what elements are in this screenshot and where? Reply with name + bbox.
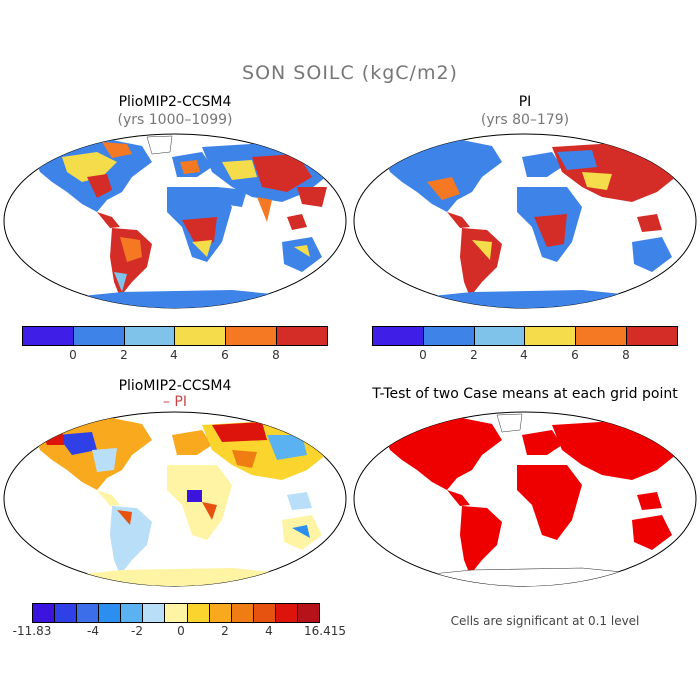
colorbar-swatch — [276, 327, 327, 345]
panel1-title: PlioMIP2-CCSM4 — [118, 94, 232, 110]
colorbar-swatch — [524, 327, 576, 345]
panel3-map — [3, 411, 347, 587]
colorbar-swatch — [473, 327, 525, 345]
colorbar-swatch — [23, 327, 73, 345]
colorbar-diff — [32, 603, 320, 623]
colorbar-swatch — [208, 604, 231, 622]
cbar2-label-0: 0 — [419, 348, 427, 362]
colorbar-swatch — [422, 327, 474, 345]
colorbar-swatch — [164, 604, 187, 622]
panel4-title: T-Test of two Case means at each grid po… — [372, 386, 678, 402]
cbar3-label-min: -11.83 — [12, 624, 52, 638]
colorbar-swatch — [373, 327, 423, 345]
cbar2-label-8: 8 — [622, 348, 630, 362]
colorbar-swatch — [123, 327, 175, 345]
panel2-title: PI — [518, 94, 532, 110]
panel1-map — [3, 133, 347, 309]
colorbar-top-left — [22, 326, 328, 346]
panel3-subtitle: – PI — [162, 394, 188, 410]
cbar1-label-6: 6 — [221, 348, 229, 362]
cbar1-label-0: 0 — [69, 348, 77, 362]
cbar2-label-4: 4 — [520, 348, 528, 362]
panel4-map — [353, 411, 697, 587]
colorbar-swatch — [626, 327, 677, 345]
australia — [282, 237, 322, 272]
colorbar-swatch — [142, 604, 165, 622]
panel3-title: PlioMIP2-CCSM4 — [118, 378, 232, 394]
panel2-map — [353, 133, 697, 309]
panel2-subtitle: (yrs 80–179) — [480, 112, 570, 128]
cbar1-label-2: 2 — [120, 348, 128, 362]
cbar2-label-6: 6 — [571, 348, 579, 362]
colorbar-swatch — [225, 327, 277, 345]
figure-title: SON SOILC (kgC/m2) — [242, 62, 458, 84]
colorbar-swatch — [76, 604, 99, 622]
colorbar-top-right — [372, 326, 678, 346]
colorbar-swatch — [274, 604, 297, 622]
cbar3-label-0: 0 — [177, 624, 185, 638]
cbar3-label-4: 4 — [265, 624, 273, 638]
colorbar-swatch — [98, 604, 121, 622]
colorbar-swatch — [174, 327, 226, 345]
cbar3-label-neg2: -2 — [131, 624, 143, 638]
significance-footnote: Cells are significant at 0.1 level — [450, 614, 640, 628]
cbar3-label-max: 16.415 — [304, 624, 346, 638]
colorbar-swatch — [230, 604, 253, 622]
cbar3-label-neg4: -4 — [87, 624, 99, 638]
colorbar-swatch — [575, 327, 627, 345]
cbar1-label-8: 8 — [272, 348, 280, 362]
colorbar-swatch — [120, 604, 143, 622]
antarctica — [22, 290, 332, 308]
cbar1-label-4: 4 — [170, 348, 178, 362]
cbar3-label-2: 2 — [221, 624, 229, 638]
colorbar-swatch — [54, 604, 77, 622]
colorbar-swatch — [252, 604, 275, 622]
colorbar-swatch — [186, 604, 209, 622]
panel1-subtitle: (yrs 1000–1099) — [117, 112, 233, 128]
cbar2-label-2: 2 — [470, 348, 478, 362]
colorbar-swatch — [296, 604, 320, 622]
colorbar-swatch — [72, 327, 124, 345]
colorbar-swatch — [33, 604, 55, 622]
